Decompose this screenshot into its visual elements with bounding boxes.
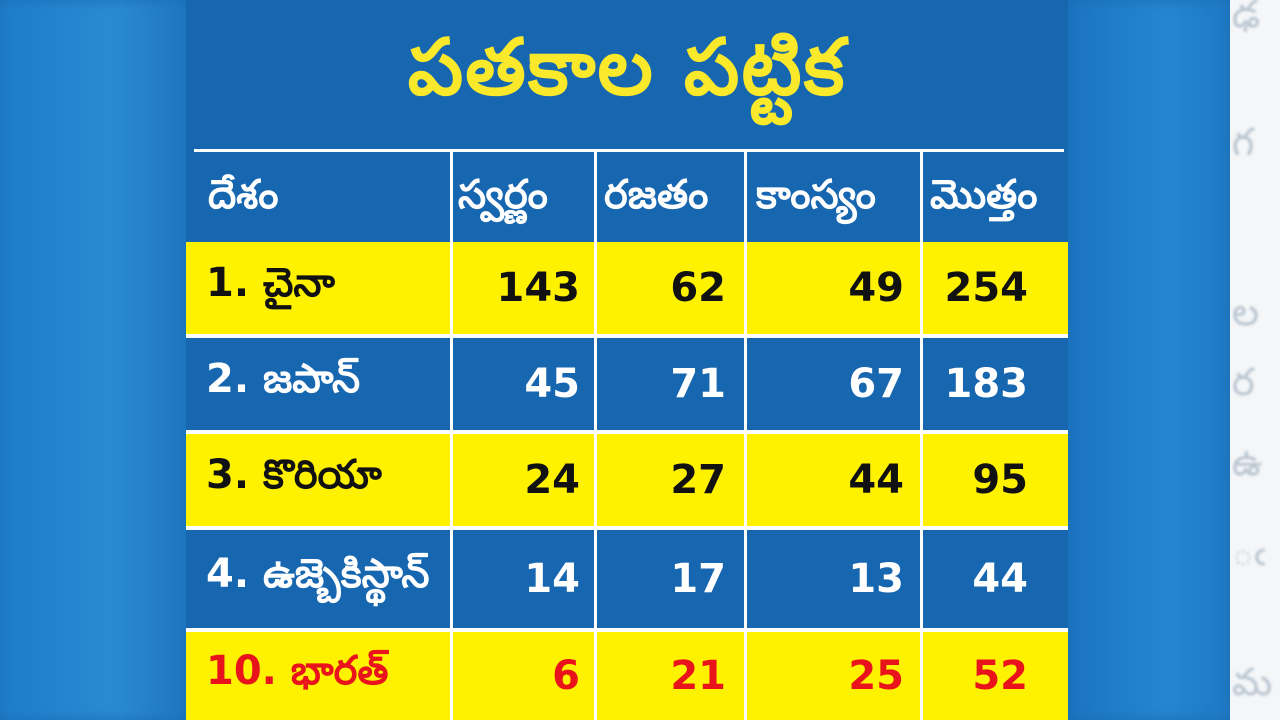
column-divider (450, 152, 453, 720)
total-cell: 254 (944, 265, 1029, 311)
divider (186, 430, 1068, 434)
gold-cell: 45 (524, 361, 580, 407)
faded-glyph: ఁ (1232, 530, 1266, 574)
header-bronze: కాంస్యం (756, 172, 876, 218)
faded-glyph: ర (1232, 360, 1255, 404)
total-cell: 52 (972, 653, 1028, 699)
divider (186, 628, 1068, 632)
faded-glyph: గ (1232, 120, 1255, 164)
bronze-cell: 44 (848, 457, 904, 503)
faded-glyph: ఉ (1232, 440, 1263, 484)
divider (186, 526, 1068, 530)
page-edge-strip: ఢ గ ల ర ఉ ఁ మ (1230, 0, 1280, 720)
column-divider (744, 152, 747, 720)
faded-glyph: మ (1232, 660, 1273, 704)
divider (194, 149, 1064, 152)
country-cell: 10. భారత్ (206, 648, 389, 694)
total-cell: 95 (972, 457, 1028, 503)
silver-cell: 27 (670, 457, 726, 503)
faded-glyph: ఢ (1232, 0, 1261, 36)
header-gold: స్వర్ణం (458, 172, 548, 218)
total-cell: 183 (944, 361, 1029, 407)
bronze-cell: 25 (848, 653, 904, 699)
silver-cell: 21 (670, 653, 726, 699)
bronze-cell: 49 (848, 265, 904, 311)
header-total: మొత్తం (930, 172, 1038, 218)
divider (186, 334, 1068, 338)
country-cell: 3. కొరియా (206, 452, 382, 498)
silver-cell: 17 (670, 556, 726, 602)
table-row: 1. చైనా 143 62 49 254 (186, 242, 1068, 334)
bronze-cell: 67 (848, 361, 904, 407)
medal-table-panel: పతకాల పట్టిక దేశం స్వర్ణం రజతం కాంస్యం మ… (186, 0, 1068, 720)
faded-glyph: ల (1232, 290, 1259, 334)
blurred-background-right (1070, 0, 1230, 720)
gold-cell: 143 (496, 265, 581, 311)
silver-cell: 71 (670, 361, 726, 407)
gold-cell: 24 (524, 457, 580, 503)
gold-cell: 14 (524, 556, 580, 602)
table-row: 4. ఉజ్బెకిస్థాన్ 14 17 13 44 (186, 530, 1068, 628)
country-cell: 2. జపాన్ (206, 356, 361, 402)
country-cell: 4. ఉజ్బెకిస్థాన్ (206, 551, 430, 597)
country-cell: 1. చైనా (206, 260, 335, 306)
table-row: 2. జపాన్ 45 71 67 183 (186, 338, 1068, 430)
table-row: 10. భారత్ 6 21 25 52 (186, 632, 1068, 720)
column-divider (920, 152, 923, 720)
total-cell: 44 (972, 556, 1028, 602)
page-title: పతకాల పట్టిక (407, 23, 847, 113)
header-country: దేశం (208, 172, 279, 218)
gold-cell: 6 (552, 653, 580, 699)
header-silver: రజతం (604, 172, 709, 218)
bronze-cell: 13 (848, 556, 904, 602)
blurred-background-left (0, 0, 190, 720)
silver-cell: 62 (670, 265, 726, 311)
column-divider (594, 152, 597, 720)
table-row: 3. కొరియా 24 27 44 95 (186, 434, 1068, 526)
